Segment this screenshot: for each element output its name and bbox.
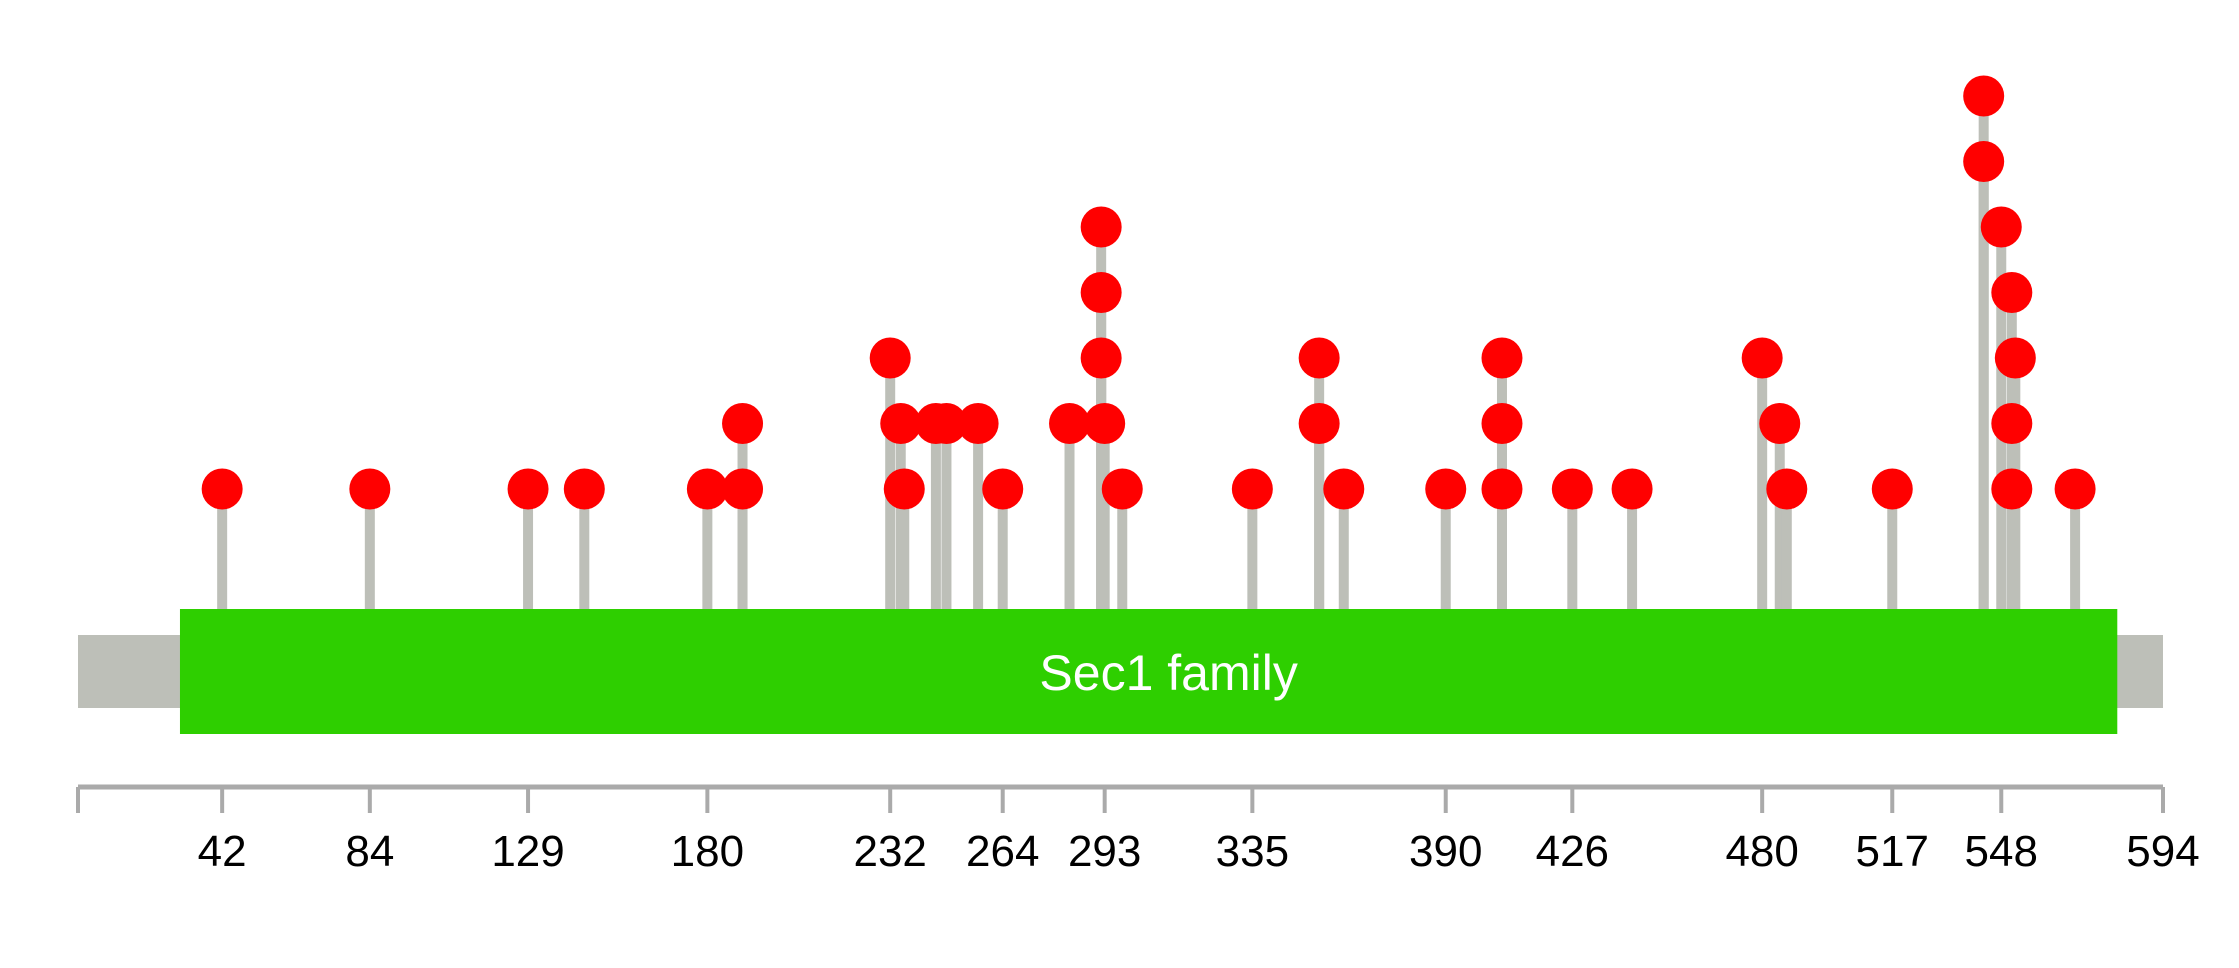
mutation-dot: [686, 468, 728, 510]
mutation-dot: [1980, 206, 2022, 248]
mutation-dot: [1080, 337, 1122, 379]
mutation-dot: [1611, 468, 1653, 510]
mutation-dot: [925, 403, 967, 444]
mutation-dot: [1481, 403, 1523, 444]
tick-label: 129: [491, 827, 564, 876]
mutation-dot: [722, 403, 764, 444]
mutation-dot: [1994, 337, 2036, 379]
tick-label: 335: [1216, 827, 1289, 876]
mutation-dot: [1766, 468, 1808, 510]
mutation-dot: [1759, 403, 1801, 444]
mutation-dot: [1084, 403, 1126, 444]
mutation-dot: [1551, 468, 1593, 510]
mutation-dot: [1963, 141, 2005, 182]
mutation-dot: [1871, 468, 1913, 510]
tick-label: 390: [1409, 827, 1482, 876]
tick-label: 264: [966, 827, 1039, 876]
mutation-dot: [1323, 468, 1365, 510]
tick-label: 480: [1725, 827, 1798, 876]
domains: Sec1 family: [179, 609, 2118, 734]
mutation-dot: [957, 403, 999, 444]
mutation-dot: [1080, 272, 1122, 313]
mutation-dots: [201, 75, 2096, 510]
mutation-dot: [349, 468, 391, 510]
mutation-dot: [1231, 468, 1273, 510]
domain-sec1-family: [179, 609, 2118, 734]
x-axis: 42 84 129 180 232 264 293 335 390 426 480 517 548 594: [76, 784, 2200, 876]
tick-label: 293: [1068, 827, 1141, 876]
mutation-dot: [880, 403, 922, 444]
tick-label: 517: [1856, 827, 1929, 876]
tick-label: 42: [198, 827, 247, 876]
mutation-dot: [1049, 403, 1091, 444]
mutation-dot: [722, 468, 764, 510]
mutation-dot: [1481, 468, 1523, 510]
mutation-dot: [1481, 337, 1523, 379]
stems: [217, 96, 2081, 609]
mutation-dot: [1741, 337, 1783, 379]
mutation-dot: [1991, 468, 2033, 510]
mutation-dot: [869, 337, 911, 379]
mutation-dot: [883, 468, 925, 510]
mutation-dot: [1991, 272, 2033, 313]
mutation-dot: [1991, 403, 2033, 444]
mutation-dot: [507, 468, 549, 510]
mutation-dot: [563, 468, 605, 510]
mutation-dot: [2054, 468, 2096, 510]
domain-label: Sec1 family: [1039, 645, 1297, 701]
tick-label: 232: [853, 827, 926, 876]
mutation-dot: [1298, 337, 1340, 379]
mutation-dot: [1963, 75, 2005, 117]
mutation-dot: [982, 468, 1024, 510]
tick-label: 548: [1965, 827, 2038, 876]
tick-label: 426: [1536, 827, 1609, 876]
mutation-dot: [1298, 403, 1340, 444]
tick-label: 594: [2126, 827, 2199, 876]
tick-label: 84: [345, 827, 394, 876]
mutation-dot: [201, 468, 243, 510]
tick-label: 180: [671, 827, 744, 876]
mutation-dot: [1101, 468, 1143, 510]
mutation-dot: [1080, 206, 1122, 248]
mutation-dot: [1425, 468, 1467, 510]
